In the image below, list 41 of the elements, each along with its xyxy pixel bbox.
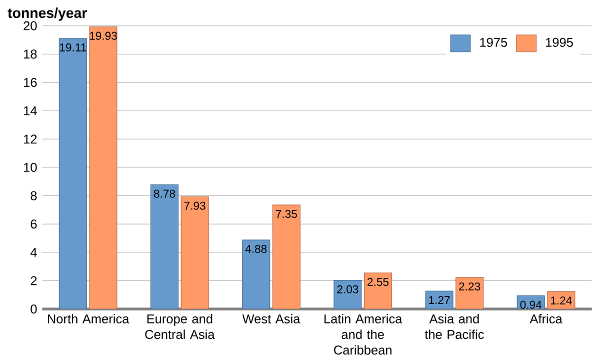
bar bbox=[425, 290, 454, 309]
y-tick-label: 18 bbox=[24, 50, 37, 59]
y-tick-label: 8 bbox=[30, 191, 37, 200]
bar bbox=[364, 272, 392, 309]
y-tick-label: 14 bbox=[24, 106, 37, 116]
legend-label: 1995 bbox=[546, 38, 573, 47]
data-label: 2.03 bbox=[337, 285, 358, 294]
bar bbox=[180, 196, 209, 309]
y-tick-label: 20 bbox=[24, 21, 37, 30]
x-tick-label: Africa bbox=[530, 314, 562, 324]
y-tick-label: 4 bbox=[30, 248, 37, 257]
data-label: 7.35 bbox=[276, 210, 297, 218]
x-tick-label: West Asia bbox=[242, 314, 300, 324]
data-label: 1.24 bbox=[551, 296, 572, 304]
y-tick-label: 16 bbox=[24, 78, 37, 87]
data-label: 8.78 bbox=[154, 190, 176, 198]
x-tick-label: North America bbox=[48, 314, 130, 324]
data-label: 0.94 bbox=[520, 300, 542, 309]
data-label: 4.88 bbox=[245, 244, 267, 253]
data-label: 1.27 bbox=[429, 296, 450, 304]
bar bbox=[58, 38, 87, 309]
bar bbox=[89, 26, 118, 309]
x-tick-label: Europe and Central Asia bbox=[145, 314, 215, 339]
y-tick-label: 0 bbox=[30, 304, 37, 314]
data-label: 7.93 bbox=[184, 202, 206, 210]
bar bbox=[242, 240, 270, 309]
y-tick-label: 2 bbox=[30, 276, 37, 286]
bar bbox=[272, 204, 300, 309]
y-axis-title: tonnes/year bbox=[8, 7, 87, 21]
bar bbox=[334, 280, 362, 309]
y-tick-label: 10 bbox=[24, 162, 37, 172]
data-label: 2.55 bbox=[368, 278, 389, 286]
x-tick-label: Asia and the Pacific bbox=[424, 314, 484, 339]
data-label: 2.23 bbox=[459, 282, 480, 290]
legend-label: 1975 bbox=[480, 38, 508, 47]
x-tick-label: Latin America and the Caribbean bbox=[324, 314, 402, 355]
bar bbox=[150, 184, 179, 309]
data-label: 19.93 bbox=[90, 32, 117, 40]
y-tick-label: 6 bbox=[30, 219, 37, 228]
y-tick-label: 12 bbox=[24, 134, 37, 144]
data-label: 19.11 bbox=[60, 43, 86, 52]
